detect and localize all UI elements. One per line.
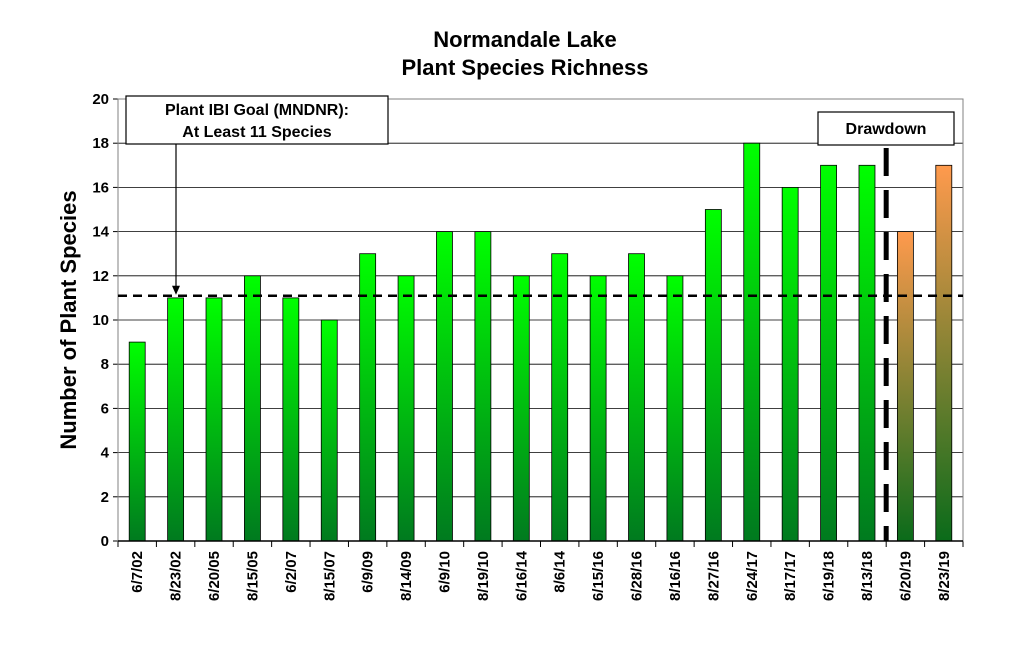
bar-8-17-17 xyxy=(781,186,799,542)
x-tick-label: 8/15/07 xyxy=(321,551,338,601)
bar-8-27-16 xyxy=(704,209,722,542)
x-tick-label: 6/7/02 xyxy=(129,551,146,593)
x-tick-label: 6/28/16 xyxy=(629,551,646,601)
bar-6-24-17 xyxy=(743,142,761,542)
x-tick-label: 8/19/10 xyxy=(475,551,492,601)
drawdown-label: Drawdown xyxy=(846,121,927,138)
x-tick-label: 8/6/14 xyxy=(552,550,569,592)
y-axis-ticks: 0 2 4 6 8 10 12 14 16 18 20 xyxy=(92,91,118,550)
goal-annotation-line-1: Plant IBI Goal (MNDNR): xyxy=(165,102,349,119)
bar-6-2-07 xyxy=(282,297,300,542)
x-tick-label: 8/17/17 xyxy=(782,551,799,601)
goal-annotation: Plant IBI Goal (MNDNR): At Least 11 Spec… xyxy=(125,95,389,295)
x-tick-label: 6/19/18 xyxy=(821,551,838,601)
y-tick-label: 2 xyxy=(101,489,109,506)
x-tick-label: 6/20/05 xyxy=(206,551,223,601)
bar-6-20-19 xyxy=(896,231,914,542)
bar-6-19-18 xyxy=(820,164,837,542)
drawdown-annotation: Drawdown xyxy=(817,111,955,146)
y-tick-label: 10 xyxy=(92,312,109,329)
bar-8-15-05 xyxy=(244,275,261,542)
bar-6-7-02 xyxy=(128,341,146,542)
x-tick-label: 6/24/17 xyxy=(744,551,761,601)
x-tick-label: 6/15/16 xyxy=(590,551,607,601)
bar-6-20-05 xyxy=(205,297,223,542)
drawdown-label-box xyxy=(817,111,955,146)
bar-8-13-18 xyxy=(858,164,876,542)
bar-8-15-07 xyxy=(320,319,338,542)
bar-8-23-02 xyxy=(167,297,185,542)
x-tick-label: 6/2/07 xyxy=(283,551,300,593)
bar-8-23-19 xyxy=(935,164,953,542)
y-tick-label: 6 xyxy=(101,400,109,417)
y-tick-label: 0 xyxy=(101,533,109,550)
x-tick-label: 8/13/18 xyxy=(859,551,876,601)
goal-annotation-arrowhead xyxy=(172,285,180,295)
y-tick-label: 16 xyxy=(92,179,109,196)
y-tick-label: 14 xyxy=(92,224,109,241)
x-tick-label: 6/16/14 xyxy=(513,550,530,601)
chart-title-line-1: Normandale Lake xyxy=(433,27,616,52)
bar-8-16-16 xyxy=(666,275,684,542)
x-tick-label: 6/20/19 xyxy=(897,551,914,601)
y-tick-label: 18 xyxy=(92,135,109,152)
y-tick-label: 12 xyxy=(92,268,109,285)
x-axis-ticks: 6/7/02 8/23/02 6/20/05 8/15/05 6/2/07 8/15/07… xyxy=(117,541,964,601)
x-tick-label: 6/9/09 xyxy=(360,551,377,593)
bar-8-19-10 xyxy=(474,231,492,542)
bar-8-14-09 xyxy=(397,275,415,542)
y-tick-label: 8 xyxy=(101,356,109,373)
x-tick-label: 8/23/02 xyxy=(168,551,185,601)
y-axis-label: Number of Plant Species xyxy=(56,190,81,449)
bar-6-9-10 xyxy=(436,231,453,542)
x-tick-label: 6/9/10 xyxy=(436,551,453,593)
x-tick-label: 8/27/16 xyxy=(705,551,722,601)
goal-annotation-line-2: At Least 11 Species xyxy=(182,124,332,141)
chart-title-line-2: Plant Species Richness xyxy=(402,55,649,80)
x-tick-label: 8/23/19 xyxy=(936,551,953,601)
bar-6-15-16 xyxy=(589,275,607,542)
bars xyxy=(128,142,953,542)
bar-6-16-14 xyxy=(512,275,530,542)
goal-annotation-box xyxy=(125,95,389,145)
y-tick-label: 4 xyxy=(101,445,110,462)
x-tick-label: 8/16/16 xyxy=(667,551,684,601)
x-tick-label: 8/14/09 xyxy=(398,551,415,601)
y-tick-label: 20 xyxy=(92,91,109,108)
x-tick-label: 8/15/05 xyxy=(244,551,261,601)
